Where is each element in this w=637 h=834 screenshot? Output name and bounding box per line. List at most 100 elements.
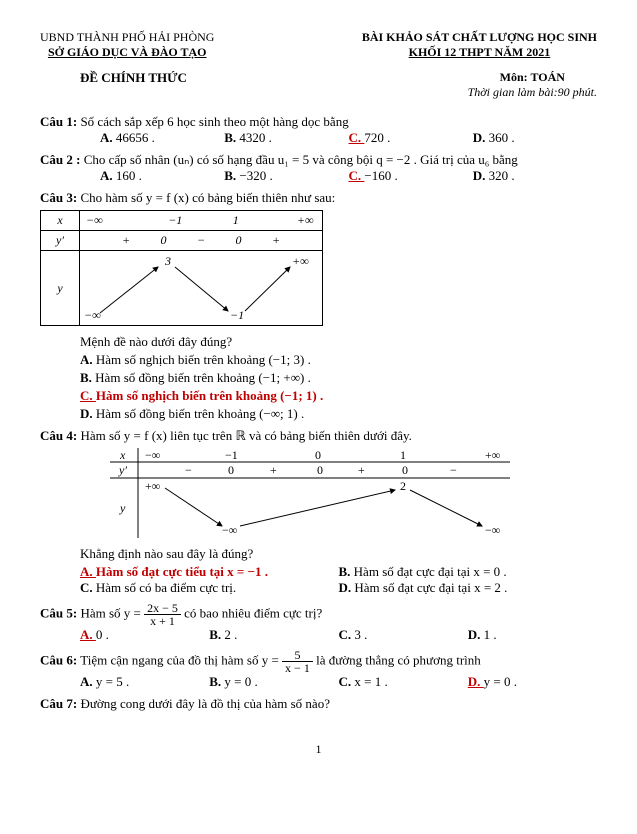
q6-optA: A. y = 5 . <box>80 674 209 690</box>
q3-variation-table: x −∞ −1 1 +∞ y′ + 0 − 0 + y <box>40 210 597 326</box>
q6-options: A. y = 5 . B. y = 0 . C. x = 1 . D. y = … <box>40 674 597 690</box>
q1-optC: C. 720 . <box>349 130 473 146</box>
q4-optA: A. Hàm số đạt cực tiểu tại x = −1 . <box>80 564 339 580</box>
exam-time: Thời gian làm bài:90 phút. <box>468 85 597 100</box>
svg-text:−∞: −∞ <box>222 523 237 537</box>
svg-text:0: 0 <box>402 463 408 477</box>
svg-text:y′: y′ <box>118 463 127 477</box>
svg-text:1: 1 <box>400 448 406 462</box>
svg-text:+∞: +∞ <box>485 448 500 462</box>
q2-optA: A. 160 . <box>100 168 224 184</box>
svg-text:0: 0 <box>228 463 234 477</box>
question-6: Câu 6: Tiệm cận ngang của đồ thị hàm số … <box>40 649 597 690</box>
q5-optD: D. 1 . <box>468 627 597 643</box>
svg-text:−: − <box>450 463 457 477</box>
svg-text:−: − <box>185 463 192 477</box>
q6-fraction: 5x − 1 <box>282 649 313 674</box>
header-left-line2: SỞ GIÁO DỤC VÀ ĐÀO TẠO <box>40 45 214 60</box>
svg-text:+: + <box>358 463 365 477</box>
svg-text:−1: −1 <box>230 308 244 322</box>
q3-text: Cho hàm số y = f (x) có bảng biến thiên … <box>77 190 335 205</box>
q2-options: A. 160 . B. −320 . C. −160 . D. 320 . <box>40 168 597 184</box>
svg-text:−∞: −∞ <box>145 448 160 462</box>
q1-optD: D. 360 . <box>473 130 597 146</box>
q1-options: A. 46656 . B. 4320 . C. 720 . D. 360 . <box>40 130 597 146</box>
q3-optC: C. Hàm số nghịch biến trên khoảng (−1; 1… <box>40 388 597 404</box>
q2-optB: B. −320 . <box>224 168 348 184</box>
q5-fraction: 2x − 5x + 1 <box>144 602 181 627</box>
q6-label: Câu 6: <box>40 652 77 667</box>
q1-optB: B. 4320 . <box>224 130 348 146</box>
q4-label: Câu 4: <box>40 428 77 443</box>
svg-text:y: y <box>119 501 126 515</box>
q2-label: Câu 2 : <box>40 152 80 167</box>
exam-subject: Môn: TOÁN <box>468 70 597 85</box>
page-header: UBND THÀNH PHỐ HẢI PHÒNG SỞ GIÁO DỤC VÀ … <box>40 30 597 60</box>
q2-text: Cho cấp số nhân (uₙ) có số hạng đầu u₁ =… <box>80 152 517 167</box>
q4-options-row1: A. Hàm số đạt cực tiểu tại x = −1 . B. H… <box>40 564 597 580</box>
q3-optA: A. Hàm số nghịch biến trên khoảng (−1; 3… <box>40 352 597 368</box>
svg-text:3: 3 <box>164 254 171 268</box>
question-2: Câu 2 : Cho cấp số nhân (uₙ) có số hạng … <box>40 152 597 184</box>
title-row: ĐỀ CHÍNH THỨC Môn: TOÁN Thời gian làm bà… <box>40 70 597 100</box>
q3-y-label: y <box>41 251 80 326</box>
q7-label: Câu 7: <box>40 696 77 711</box>
header-right-line2: KHỐI 12 THPT NĂM 2021 <box>362 45 597 60</box>
q4-prompt: Khẳng định nào sau đây là đúng? <box>40 546 597 562</box>
q4-optC: C. Hàm số có ba điểm cực trị. <box>80 580 339 596</box>
q4-variation-svg: x −∞ −1 0 1 +∞ y′ − 0 + 0 + 0 − y +∞ 2 −… <box>110 448 510 538</box>
q5-optA: A. 0 . <box>80 627 209 643</box>
question-1: Câu 1: Số cách sắp xếp 6 học sinh theo m… <box>40 114 597 146</box>
q5-label: Câu 5: <box>40 605 77 620</box>
q5-text-before: Hàm số y = <box>77 605 144 620</box>
q3-yp-label: y′ <box>41 231 80 251</box>
q3-x-label: x <box>41 211 80 231</box>
svg-text:+∞: +∞ <box>292 254 309 268</box>
question-3: Câu 3: Cho hàm số y = f (x) có bảng biến… <box>40 190 597 422</box>
q2-optD: D. 320 . <box>473 168 597 184</box>
header-right: BÀI KHẢO SÁT CHẤT LƯỢNG HỌC SINH KHỐI 12… <box>362 30 597 60</box>
question-7: Câu 7: Đường cong dưới đây là đồ thị của… <box>40 696 597 712</box>
q6-text-before: Tiệm cận ngang của đồ thị hàm số y = <box>77 652 282 667</box>
q4-optD: D. Hàm số đạt cực đại tại x = 2 . <box>339 580 598 596</box>
svg-text:0: 0 <box>315 448 321 462</box>
q2-optC: C. −160 . <box>349 168 473 184</box>
svg-text:+∞: +∞ <box>145 479 160 493</box>
header-left: UBND THÀNH PHỐ HẢI PHÒNG SỞ GIÁO DỤC VÀ … <box>40 30 214 60</box>
q5-options: A. 0 . B. 2 . C. 3 . D. 1 . <box>40 627 597 643</box>
q7-text: Đường cong dưới đây là đồ thị của hàm số… <box>77 696 330 711</box>
q6-optD: D. y = 0 . <box>468 674 597 690</box>
q4-options-row2: C. Hàm số có ba điểm cực trị. D. Hàm số … <box>40 580 597 596</box>
page-number: 1 <box>40 742 597 757</box>
svg-text:−1: −1 <box>225 448 238 462</box>
q4-text: Hàm số y = f (x) liên tục trên ℝ và có b… <box>77 428 412 443</box>
q5-optC: C. 3 . <box>339 627 468 643</box>
svg-text:x: x <box>119 448 126 462</box>
q3-prompt: Mệnh đề nào dưới đây đúng? <box>40 334 597 350</box>
q6-optC: C. x = 1 . <box>339 674 468 690</box>
q4-optB: B. Hàm số đạt cực đại tại x = 0 . <box>339 564 598 580</box>
header-left-line1: UBND THÀNH PHỐ HẢI PHÒNG <box>40 30 214 45</box>
q1-text: Số cách sắp xếp 6 học sinh theo một hàng… <box>77 114 349 129</box>
q6-optB: B. y = 0 . <box>209 674 338 690</box>
exam-official: ĐỀ CHÍNH THỨC <box>40 70 187 100</box>
q6-text-after: là đường thẳng có phương trình <box>316 652 481 667</box>
header-right-line1: BÀI KHẢO SÁT CHẤT LƯỢNG HỌC SINH <box>362 30 597 45</box>
q1-optA: A. 46656 . <box>100 130 224 146</box>
svg-text:0: 0 <box>317 463 323 477</box>
exam-subject-block: Môn: TOÁN Thời gian làm bài:90 phút. <box>468 70 597 100</box>
q3-optB: B. Hàm số đồng biến trên khoảng (−1; +∞)… <box>40 370 597 386</box>
q4-variation-table: x −∞ −1 0 1 +∞ y′ − 0 + 0 + 0 − y +∞ 2 −… <box>110 448 597 538</box>
q5-optB: B. 2 . <box>209 627 338 643</box>
q3-variation-svg: 3 +∞ −∞ −1 <box>80 253 310 323</box>
question-5: Câu 5: Hàm số y = 2x − 5x + 1 có bao nhi… <box>40 602 597 643</box>
q5-text-after: có bao nhiêu điểm cực trị? <box>184 605 322 620</box>
q3-optD: D. Hàm số đồng biến trên khoảng (−∞; 1) … <box>40 406 597 422</box>
svg-text:−∞: −∞ <box>84 308 101 322</box>
svg-text:2: 2 <box>400 479 406 493</box>
svg-text:+: + <box>270 463 277 477</box>
q3-label: Câu 3: <box>40 190 77 205</box>
question-4: Câu 4: Hàm số y = f (x) liên tục trên ℝ … <box>40 428 597 596</box>
q1-label: Câu 1: <box>40 114 77 129</box>
svg-text:−∞: −∞ <box>485 523 500 537</box>
